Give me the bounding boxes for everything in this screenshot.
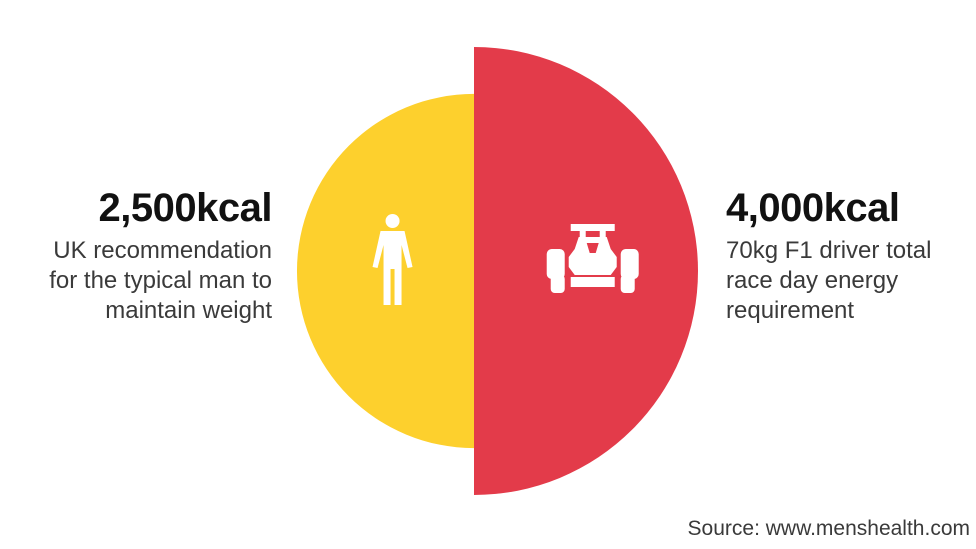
f1-description-line-1: 70kg F1 driver total (726, 237, 932, 264)
uk-recommendation-label: 2,500kcal UK recommendation for the typi… (0, 186, 272, 326)
f1-driver-label: 4,000kcal 70kg F1 driver total race day … (726, 186, 976, 326)
uk-recommendation-description: UK recommendation for the typical man to… (0, 236, 272, 326)
uk-description-line-2: for the typical man to (49, 267, 272, 294)
f1-driver-description: 70kg F1 driver total race day energy req… (726, 236, 976, 326)
uk-recommendation-value: 2,500kcal (98, 186, 273, 230)
f1-car-icon (546, 224, 639, 293)
f1-description-line-2: race day energy (726, 267, 899, 294)
f1-description-line-3: requirement (726, 297, 855, 324)
uk-description-line-1: UK recommendation (53, 237, 272, 264)
person-icon (372, 214, 413, 305)
uk-description-line-3: maintain weight (105, 297, 272, 324)
f1-driver-value: 4,000kcal (726, 186, 900, 230)
source-note: Source: www.menshealth.com (687, 517, 970, 540)
